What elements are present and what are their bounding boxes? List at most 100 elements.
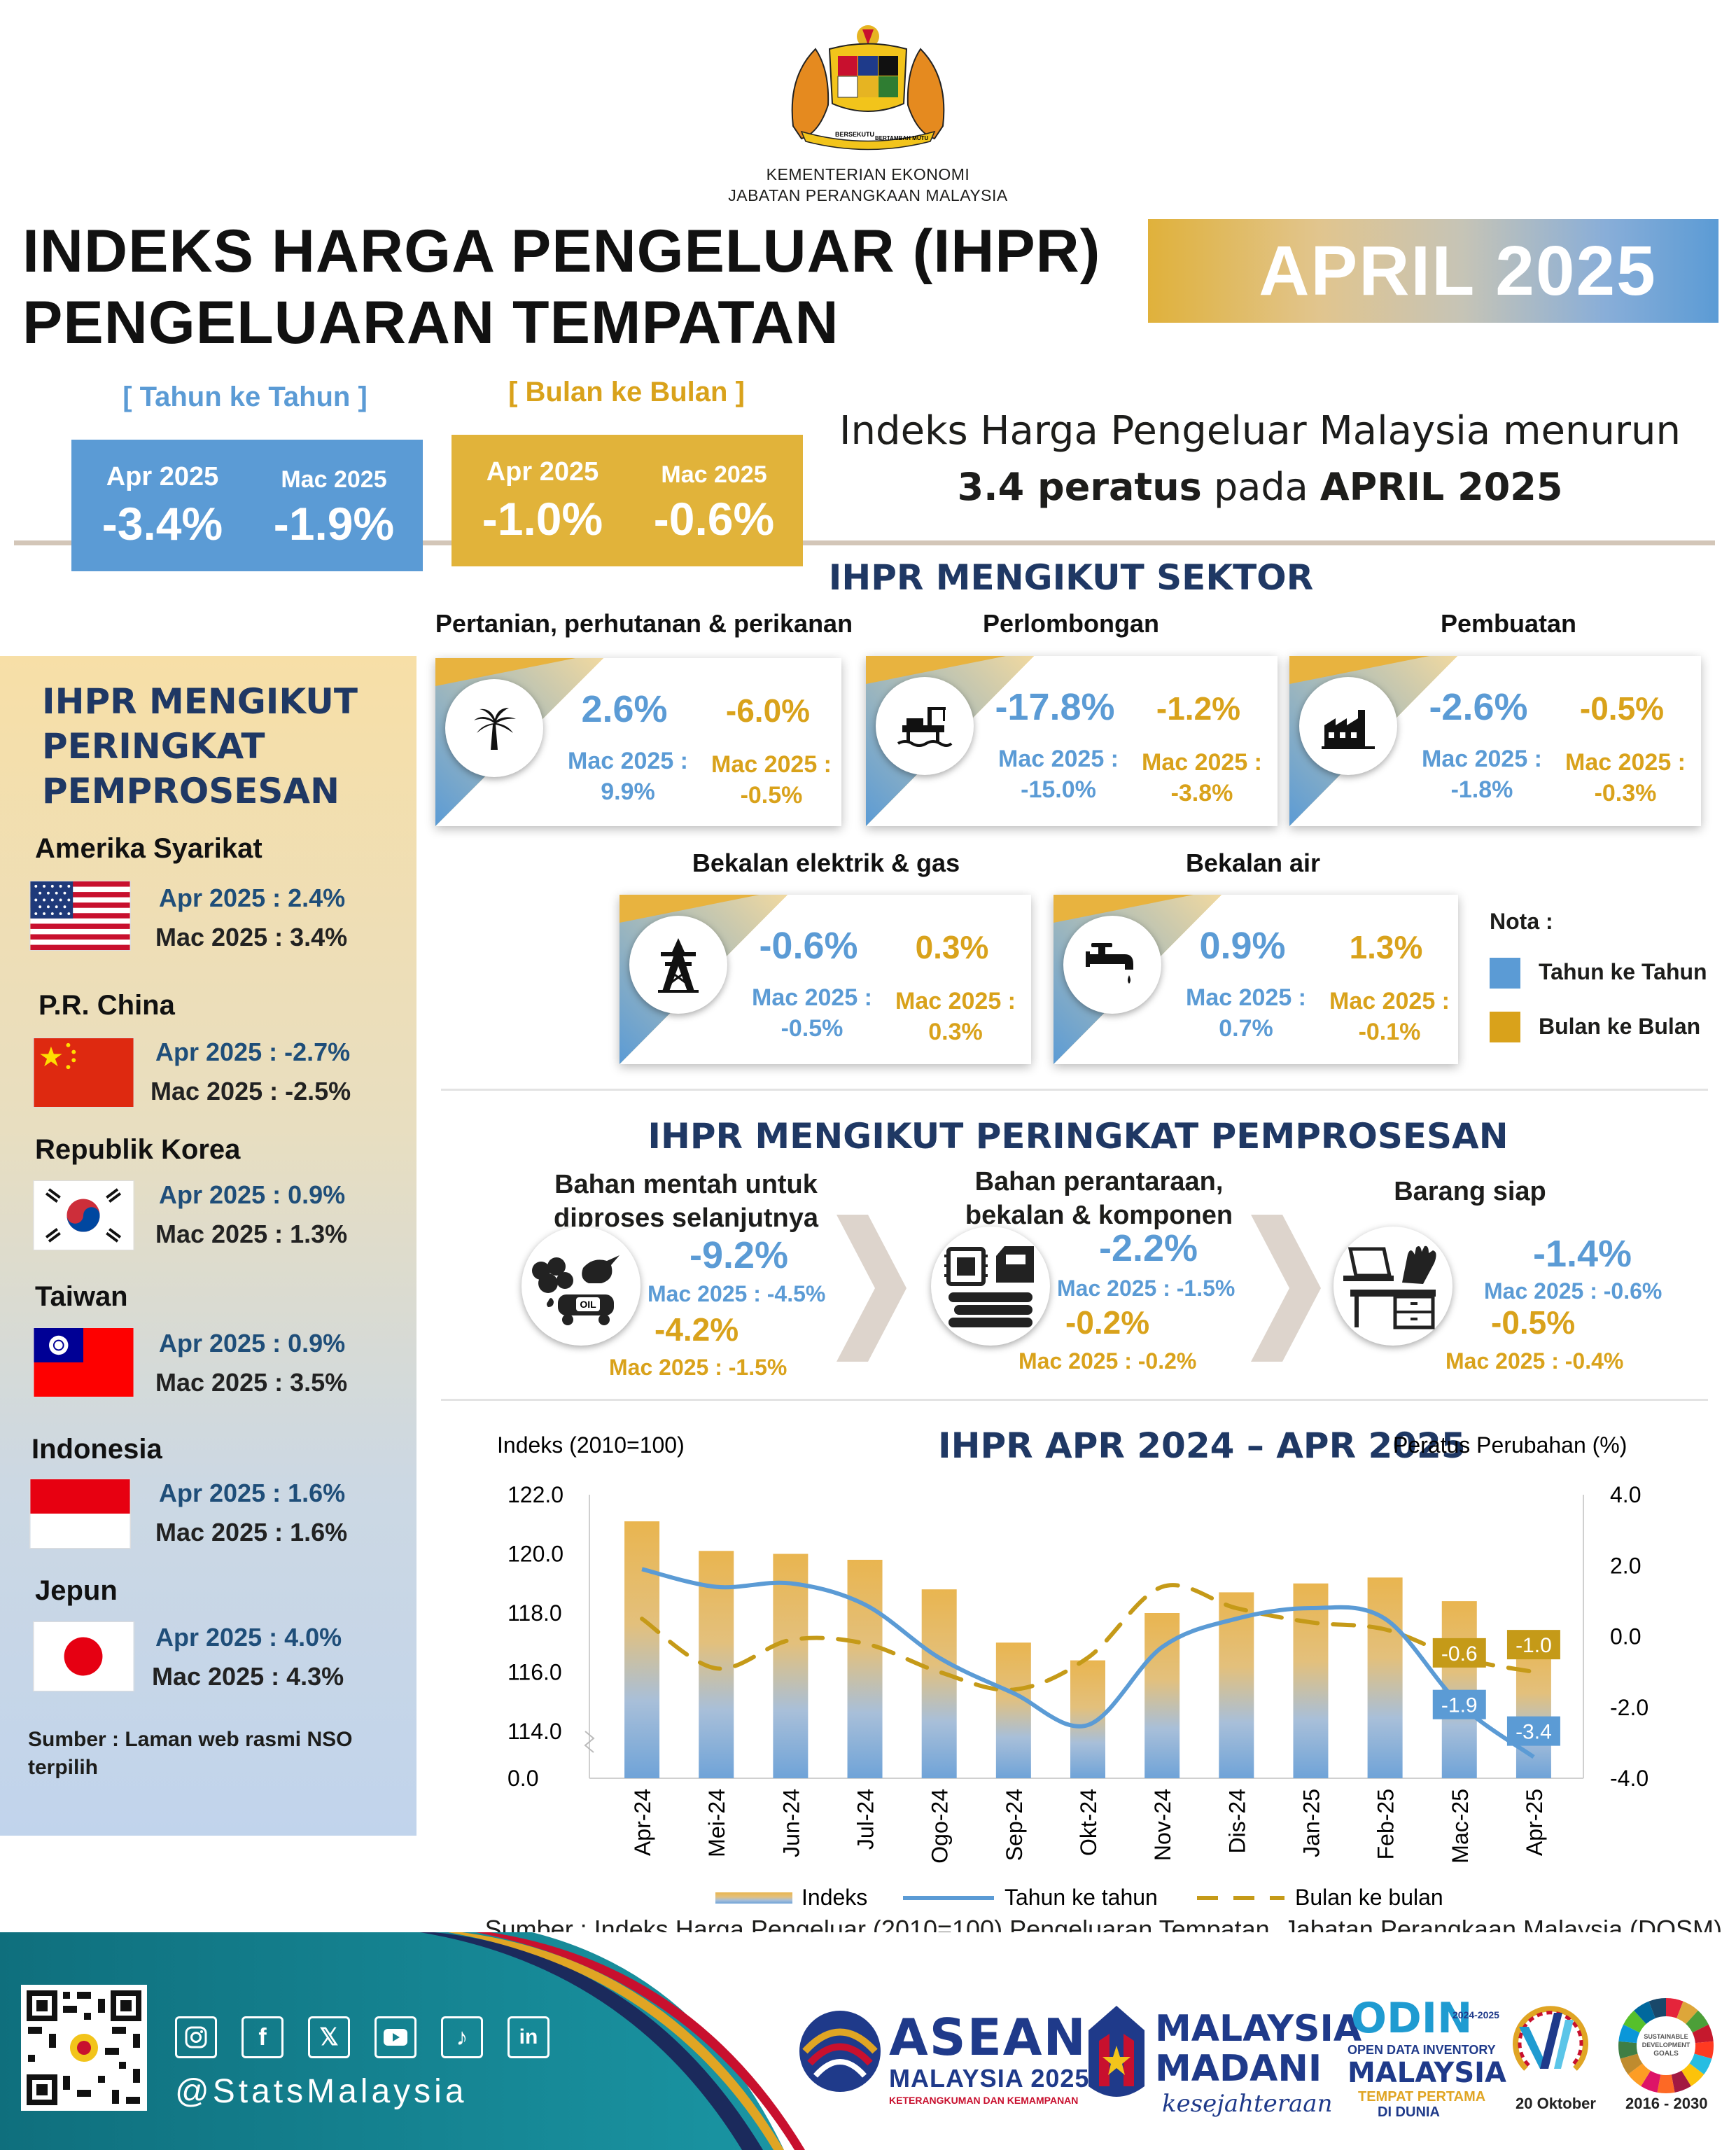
tiktok-icon[interactable]: ♪	[441, 2016, 483, 2058]
madani-logo-line1: MALAYSIA	[1155, 2008, 1362, 2050]
right-axis-tick-label: -2.0	[1610, 1695, 1648, 1720]
stage-name: Bahan perantaraan, bekalan & komponen	[931, 1165, 1267, 1232]
water-tap-icon	[1063, 916, 1161, 1014]
yoy-previous-month: Mac 2025	[281, 466, 387, 493]
statistics-day-logo-icon	[1513, 2006, 1588, 2071]
sector-mom-previous-label: Mac 2025 :	[1142, 749, 1262, 776]
right-axis-tick-label: -4.0	[1610, 1766, 1648, 1791]
left-axis-tick-label: 114.0	[507, 1719, 562, 1744]
sector-section-title: IHPR MENGIKUT SEKTOR	[828, 557, 1314, 598]
mom-series-line	[640, 1583, 1536, 1692]
sector-yoy-previous: Mac 2025 : 0.7%	[1166, 982, 1326, 1044]
summary-line-1: Indeks Harga Pengeluar Malaysia menurun	[839, 408, 1681, 454]
stage-name: Bahan mentah untuk diproses selanjutnya	[518, 1168, 854, 1235]
x-axis-tick-label: Sep-24	[1002, 1789, 1027, 1861]
crest-motto-right: BERTAMBAH MUTU	[875, 135, 929, 141]
stage-yoy-value: -9.2%	[690, 1234, 789, 1276]
data-label-box	[1506, 1716, 1560, 1746]
x-axis-tick-label: Dis-24	[1224, 1789, 1250, 1853]
stage-name: Barang siap	[1302, 1175, 1638, 1208]
stage-yoy-value: -1.4%	[1533, 1233, 1632, 1275]
index-bar	[624, 1521, 660, 1778]
sector-yoy-previous: Mac 2025 : -0.5%	[732, 982, 892, 1044]
ministry-name: KEMENTERIAN EKONOMI	[766, 165, 970, 183]
taiwan-flag-icon	[33, 1327, 134, 1397]
sector-mom-value: -0.5%	[1579, 690, 1665, 727]
summary-line-2: 3.4 peratus pada APRIL 2025	[819, 465, 1701, 509]
section-divider	[441, 1089, 1708, 1091]
stage-mom-previous: Mac 2025 : -1.5%	[609, 1355, 788, 1380]
data-label: -1.9	[1441, 1694, 1478, 1717]
summary-mid: pada	[1201, 465, 1320, 509]
summary-value: 3.4 peratus	[957, 465, 1202, 509]
summary-period: APRIL 2025	[1320, 465, 1563, 509]
legend-mom-label: Bulan ke Bulan	[1539, 1014, 1701, 1039]
x-axis-tick-label: Jan-25	[1298, 1789, 1324, 1857]
yoy-series-line	[641, 1567, 1535, 1759]
chart-x-axis: Apr-24 Mei-24 Jun-24 Jul-24 Ogo-24 Sep-24 Okt-…	[630, 1789, 1547, 1864]
x-icon[interactable]: 𝕏	[308, 2016, 350, 2058]
instagram-icon[interactable]	[175, 2016, 217, 2058]
x-axis-tick-label: Nov-24	[1150, 1789, 1175, 1861]
x-axis-tick-label: Apr-25	[1522, 1789, 1547, 1856]
korea-flag-icon	[33, 1180, 134, 1250]
sector-yoy-value: 2.6%	[581, 688, 668, 730]
madani-logo-line2: MADANI	[1155, 2048, 1322, 2090]
sector-name: Bekalan air	[1185, 849, 1321, 877]
sector-yoy-previous: Mac 2025 : 9.9%	[547, 746, 708, 807]
index-bar	[921, 1589, 957, 1778]
facebook-icon[interactable]: f	[241, 2016, 284, 2058]
period-label: APRIL 2025	[1259, 232, 1657, 310]
sector-yoy-previous: Mac 2025 : -15.0%	[978, 744, 1139, 805]
x-axis-tick-label: Feb-25	[1373, 1789, 1399, 1859]
chart-right-axis: 4.0 2.0 0.0 -2.0 -4.0	[1610, 1482, 1648, 1791]
power-tower-icon	[629, 916, 727, 1014]
country-apr-value: Apr 2025 : 0.9%	[159, 1329, 346, 1357]
axis-break-icon	[584, 1731, 595, 1753]
oil-label: OIL	[580, 1299, 596, 1310]
sector-yoy-previous-label: Mac 2025 :	[568, 748, 688, 774]
coat-of-arms-icon: BERSEKUTU BERTAMBAH MUTU	[791, 25, 945, 151]
madani-logo-tagline: kesejahteraan	[1162, 2090, 1333, 2118]
country-name: Taiwan	[35, 1281, 128, 1312]
sector-card: -2.6% -0.5% Mac 2025 : -1.8% Mac 2025 : -0.3%	[1289, 656, 1701, 826]
statistics-day-date: 20 Oktober	[1516, 2095, 1596, 2112]
page-subtitle: PENGELUARAN TEMPATAN	[22, 289, 839, 356]
sector-yoy-previous-value: -15.0%	[1021, 776, 1096, 803]
country-apr-value: Apr 2025 : 4.0%	[155, 1623, 342, 1652]
yoy-current-month: Apr 2025	[106, 462, 219, 491]
sector-mom-previous-label: Mac 2025 :	[711, 751, 832, 778]
stage-mom-previous: Mac 2025 : -0.2%	[1018, 1348, 1197, 1374]
odin-logo-line4: DI DUNIA	[1378, 2104, 1440, 2120]
right-axis-tick-label: 0.0	[1610, 1624, 1641, 1649]
country-apr-value: Apr 2025 : 0.9%	[159, 1180, 346, 1209]
legend-yoy-swatch	[1490, 958, 1520, 989]
country-panel-title-line1: IHPR MENGIKUT	[42, 681, 358, 722]
legend-mom-text: Bulan ke bulan	[1295, 1885, 1443, 1910]
yoy-label: [ Tahun ke Tahun ]	[122, 382, 368, 412]
mom-current-month: Apr 2025	[486, 457, 599, 487]
chart-left-axis: 122.0 120.0 118.0 116.0 114.0 0.0	[507, 1482, 564, 1791]
qr-code-icon[interactable]	[21, 1985, 147, 2111]
country-name: Indonesia	[31, 1434, 162, 1465]
chart-title: IHPR APR 2024 – APR 2025	[938, 1425, 1466, 1466]
linkedin-icon[interactable]: in	[507, 2016, 550, 2058]
youtube-icon[interactable]	[374, 2016, 416, 2058]
asean-logo-subtitle: MALAYSIA 2025	[889, 2064, 1090, 2093]
sector-mom-value: 0.3%	[915, 929, 989, 965]
odin-logo-title: ODIN	[1351, 1994, 1473, 2043]
mom-previous-month: Mac 2025	[661, 461, 767, 488]
stage-yoy-previous: Mac 2025 : -4.5%	[648, 1281, 826, 1306]
sector-mom-previous-value: -0.1%	[1358, 1019, 1421, 1045]
stage-mom-value: -0.5%	[1491, 1304, 1576, 1341]
sector-yoy-previous-label: Mac 2025 :	[1186, 984, 1306, 1011]
country-mac-value: Mac 2025 : 1.3%	[155, 1220, 348, 1248]
odin-logo-line1: OPEN DATA INVENTORY	[1348, 2043, 1496, 2057]
yoy-kpi-box: Apr 2025 -3.4% Mac 2025 -1.9%	[71, 440, 423, 571]
china-flag-icon	[33, 1038, 134, 1108]
sector-name: Pertanian, perhutanan & perikanan	[435, 609, 853, 638]
sector-mom-value: -6.0%	[725, 692, 811, 729]
oil-rig-icon	[876, 677, 974, 775]
chart-data-labels: -0.6 -1.0 -1.9 -3.4	[1432, 1630, 1560, 1746]
country-panel-title-line2: PERINGKAT	[42, 726, 265, 767]
